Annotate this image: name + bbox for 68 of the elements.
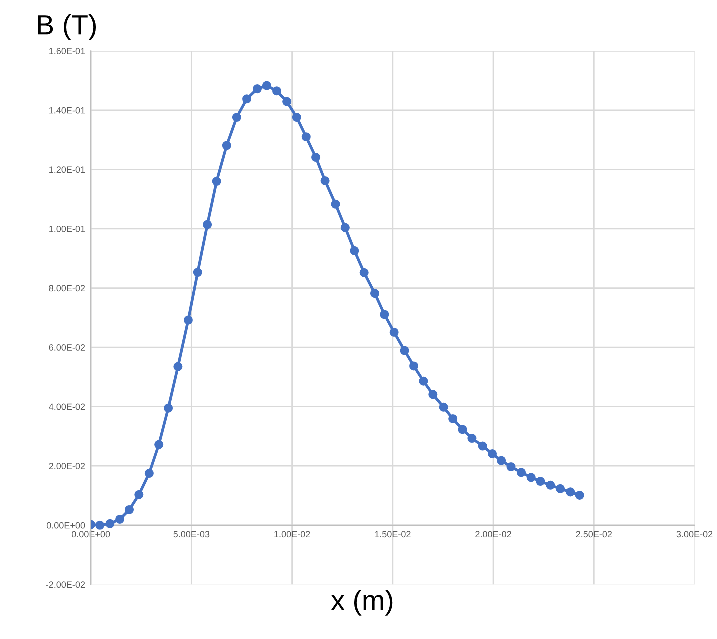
x-tick-label: 2.50E-02 (576, 531, 612, 538)
point (262, 81, 272, 90)
point (575, 490, 584, 500)
point (370, 289, 380, 298)
y-tick-label: 8.00E-02 (49, 285, 86, 292)
point (448, 414, 458, 424)
point (302, 132, 311, 142)
y-tick-label: 1.60E-01 (50, 48, 86, 54)
point (174, 362, 183, 372)
point (292, 113, 302, 122)
point (154, 440, 164, 450)
point (566, 488, 576, 497)
point (497, 456, 506, 466)
point (526, 473, 536, 482)
y-tick-label: 0.00E+00 (46, 522, 86, 529)
x-tick-label: 1.00E-02 (274, 531, 310, 538)
point (272, 86, 282, 96)
point (134, 490, 144, 500)
x-axis-title: x (m) (331, 590, 393, 616)
point (212, 177, 222, 186)
point (419, 376, 428, 386)
point (184, 316, 193, 325)
point (458, 425, 468, 434)
point (193, 268, 202, 278)
y-tick-label: 6.00E-02 (49, 344, 86, 351)
x-tick-label: 3.00E-02 (676, 531, 713, 538)
point (164, 404, 174, 413)
x-tick-label: 5.00E-03 (174, 531, 210, 538)
x-tick-label: 1.50E-02 (375, 531, 411, 538)
point (116, 514, 125, 524)
point (390, 328, 399, 337)
point (516, 468, 526, 478)
y-tick-label: -2.00E-02 (46, 582, 86, 588)
point (360, 268, 369, 278)
y-tick-label: 1.40E-01 (50, 107, 86, 114)
point (312, 153, 321, 162)
point (106, 519, 115, 528)
point (282, 97, 292, 106)
y-axis-title: B (T) (38, 14, 96, 40)
point (556, 484, 566, 494)
point (331, 200, 340, 209)
x-tick-label: 2.00E-02 (476, 531, 512, 538)
point (400, 346, 410, 356)
point (232, 113, 242, 122)
point (252, 84, 262, 94)
point (203, 220, 212, 230)
y-tick-label: 2.00E-02 (49, 463, 86, 470)
point (320, 176, 330, 186)
point (468, 434, 477, 444)
y-tick-label: 1.20E-01 (50, 166, 86, 174)
point (439, 402, 448, 412)
point (350, 246, 360, 256)
point (340, 223, 350, 232)
y-tick-label: 1.00E-01 (50, 226, 86, 232)
point (536, 477, 546, 486)
point (428, 390, 438, 400)
point (124, 505, 134, 514)
point (222, 141, 232, 150)
point (242, 94, 252, 104)
point (506, 462, 516, 472)
point (96, 520, 105, 530)
point (144, 469, 154, 478)
y-tick-label: 4.00E-02 (49, 404, 86, 410)
point (478, 442, 488, 451)
point (410, 362, 419, 371)
point (546, 480, 556, 490)
point (488, 449, 498, 458)
point (380, 310, 390, 320)
